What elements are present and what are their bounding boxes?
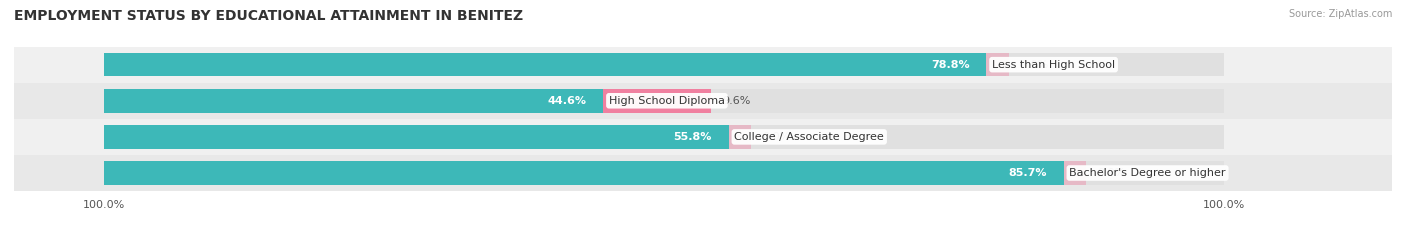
Bar [14, 47, 1392, 83]
Bar [14, 83, 1392, 119]
Bar [104, 53, 987, 76]
Text: Less than High School: Less than High School [993, 60, 1115, 70]
Bar [104, 53, 1223, 76]
Bar [603, 89, 711, 113]
Bar [104, 89, 1223, 113]
Text: 44.6%: 44.6% [547, 96, 586, 106]
Bar [104, 161, 1223, 185]
Bar [14, 155, 1392, 191]
Bar [104, 125, 1223, 149]
Text: 0.0%: 0.0% [762, 132, 790, 142]
Text: 9.6%: 9.6% [723, 96, 751, 106]
Text: College / Associate Degree: College / Associate Degree [734, 132, 884, 142]
Text: 100.0%: 100.0% [1202, 200, 1246, 210]
Text: 100.0%: 100.0% [83, 200, 125, 210]
Text: 85.7%: 85.7% [1008, 168, 1047, 178]
Bar [104, 89, 603, 113]
Bar [987, 53, 1010, 76]
Text: 0.0%: 0.0% [1019, 60, 1049, 70]
Text: Bachelor's Degree or higher: Bachelor's Degree or higher [1070, 168, 1226, 178]
Text: 0.0%: 0.0% [1097, 168, 1126, 178]
Text: Source: ZipAtlas.com: Source: ZipAtlas.com [1288, 9, 1392, 19]
Bar [728, 125, 751, 149]
Text: 78.8%: 78.8% [931, 60, 970, 70]
Bar [1064, 161, 1085, 185]
Bar [14, 119, 1392, 155]
Bar [104, 161, 1064, 185]
Text: 55.8%: 55.8% [673, 132, 711, 142]
Text: EMPLOYMENT STATUS BY EDUCATIONAL ATTAINMENT IN BENITEZ: EMPLOYMENT STATUS BY EDUCATIONAL ATTAINM… [14, 9, 523, 23]
Text: High School Diploma: High School Diploma [609, 96, 725, 106]
Bar [104, 125, 728, 149]
